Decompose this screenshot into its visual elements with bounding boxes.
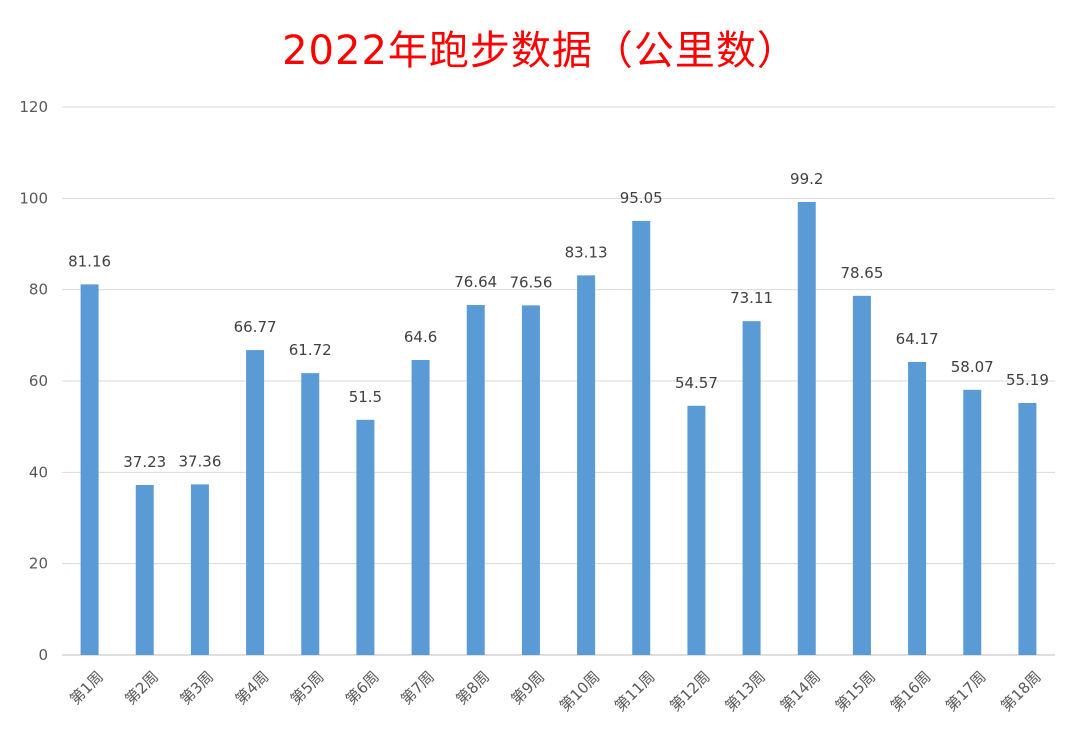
bar (466, 305, 485, 655)
x-tick-label: 第3周 (177, 668, 218, 709)
x-tick-label: 第5周 (287, 668, 328, 709)
data-label: 76.56 (509, 273, 552, 291)
x-tick-label: 第16周 (887, 668, 934, 715)
data-label: 95.05 (620, 189, 663, 207)
bar (1018, 402, 1037, 655)
bar (577, 275, 596, 655)
bar (908, 361, 927, 655)
bar (521, 305, 540, 655)
data-label: 66.77 (234, 318, 277, 336)
y-tick-label: 60 (29, 372, 48, 390)
x-tick-label: 第2周 (121, 668, 162, 709)
bar (356, 419, 375, 655)
y-tick-label: 120 (19, 98, 48, 116)
data-label: 83.13 (565, 243, 608, 261)
bar (135, 484, 154, 655)
data-label: 76.64 (454, 273, 497, 291)
y-tick-label: 80 (29, 281, 48, 299)
x-tick-label: 第18周 (997, 668, 1044, 715)
x-tick-label: 第11周 (611, 668, 658, 715)
data-label: 37.36 (178, 452, 221, 470)
y-tick-label: 0 (38, 646, 48, 664)
y-tick-label: 100 (19, 189, 48, 207)
data-label: 81.16 (68, 252, 111, 270)
data-label: 64.6 (404, 328, 437, 346)
bar (411, 359, 430, 655)
bar (963, 389, 982, 655)
x-tick-label: 第6周 (342, 668, 383, 709)
x-tick-label: 第13周 (721, 668, 768, 715)
bar (190, 484, 209, 655)
data-label: 51.5 (349, 388, 382, 406)
data-label: 55.19 (1006, 371, 1049, 389)
bar (301, 373, 320, 655)
x-tick-label: 第7周 (397, 668, 438, 709)
data-label: 73.11 (730, 289, 773, 307)
data-label: 61.72 (289, 341, 332, 359)
bar (80, 284, 99, 655)
x-tick-label: 第4周 (232, 668, 273, 709)
x-tick-label: 第1周 (66, 668, 107, 709)
data-label: 99.2 (790, 170, 823, 188)
bar (742, 321, 761, 655)
data-label: 78.65 (840, 264, 883, 282)
bar (852, 295, 871, 655)
data-label: 58.07 (951, 358, 994, 376)
bar (687, 405, 706, 655)
x-tick-label: 第9周 (508, 668, 549, 709)
bar (797, 201, 816, 655)
y-tick-label: 40 (29, 463, 48, 481)
x-tick-label: 第12周 (666, 668, 713, 715)
y-tick-label: 20 (29, 555, 48, 573)
data-label: 54.57 (675, 374, 718, 392)
x-tick-label: 第17周 (942, 668, 989, 715)
x-tick-label: 第14周 (777, 668, 824, 715)
bar (632, 220, 651, 655)
x-tick-label: 第10周 (556, 668, 603, 715)
data-label: 37.23 (123, 453, 166, 471)
x-tick-label: 第15周 (832, 668, 879, 715)
bar (246, 350, 265, 655)
x-tick-label: 第8周 (452, 668, 493, 709)
chart-title: 2022年跑步数据（公里数） (282, 28, 798, 74)
data-label: 64.17 (896, 330, 939, 348)
